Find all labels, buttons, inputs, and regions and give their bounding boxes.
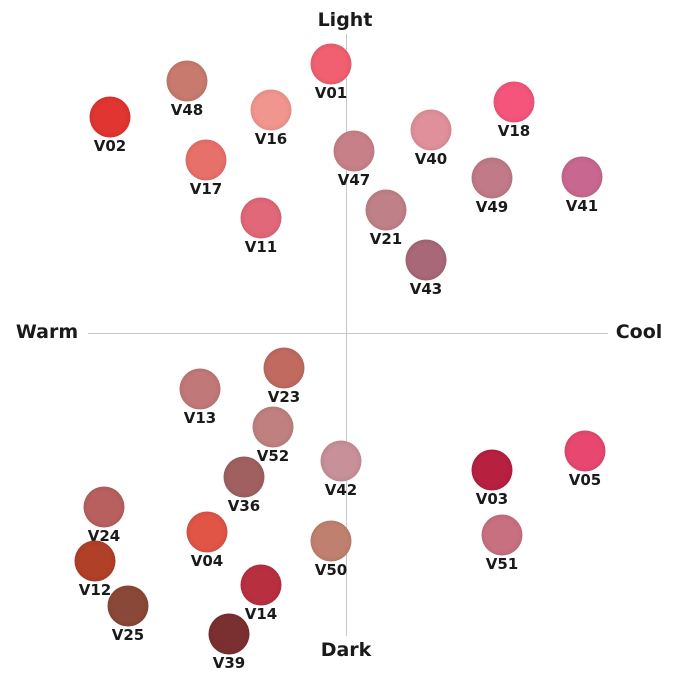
- axis-label-warm: Warm: [15, 321, 79, 343]
- swatch-v25: [107, 585, 149, 627]
- swatch-label: V14: [244, 605, 278, 623]
- swatch-v47: [333, 130, 375, 172]
- swatch-v17: [185, 139, 227, 181]
- swatch-label: V03: [475, 490, 509, 508]
- swatch-v13: [179, 368, 221, 410]
- swatch-label: V39: [212, 654, 246, 672]
- swatch-v43: [405, 239, 447, 281]
- swatch-v01: [310, 43, 352, 85]
- swatch-v48: [166, 60, 208, 102]
- swatch-v39: [208, 613, 250, 655]
- swatch-v05: [564, 430, 606, 472]
- swatch-label: V41: [565, 197, 599, 215]
- swatch-label: V16: [254, 130, 288, 148]
- swatch-label: V01: [314, 84, 348, 102]
- swatch-v12: [74, 540, 116, 582]
- swatch-label: V21: [369, 230, 403, 248]
- swatch-label: V51: [485, 555, 519, 573]
- swatch-v18: [493, 81, 535, 123]
- swatch-label: V05: [568, 471, 602, 489]
- swatch-v50: [310, 520, 352, 562]
- swatch-label: V52: [256, 447, 290, 465]
- swatch-label: V47: [337, 171, 371, 189]
- swatch-v04: [186, 511, 228, 553]
- swatch-v51: [481, 514, 523, 556]
- swatch-label: V04: [190, 552, 224, 570]
- swatch-label: V50: [314, 561, 348, 579]
- swatch-v16: [250, 89, 292, 131]
- vertical-axis-line: [346, 34, 347, 636]
- swatch-v40: [410, 109, 452, 151]
- swatch-label: V36: [227, 497, 261, 515]
- swatch-label: V02: [93, 137, 127, 155]
- swatch-v14: [240, 564, 282, 606]
- swatch-label: V13: [183, 409, 217, 427]
- swatch-label: V48: [170, 101, 204, 119]
- swatch-v21: [365, 189, 407, 231]
- swatch-label: V18: [497, 122, 531, 140]
- swatch-v36: [223, 456, 265, 498]
- swatch-v11: [240, 197, 282, 239]
- swatch-v23: [263, 347, 305, 389]
- swatch-v03: [471, 449, 513, 491]
- axis-label-cool: Cool: [615, 321, 663, 343]
- swatch-v52: [252, 406, 294, 448]
- swatch-v24: [83, 486, 125, 528]
- swatch-label: V40: [414, 150, 448, 168]
- swatch-label: V42: [324, 481, 358, 499]
- swatch-label: V49: [475, 198, 509, 216]
- axis-label-light: Light: [317, 9, 373, 31]
- swatch-v42: [320, 440, 362, 482]
- swatch-label: V12: [78, 581, 112, 599]
- swatch-label: V43: [409, 280, 443, 298]
- swatch-label: V23: [267, 388, 301, 406]
- swatch-v49: [471, 157, 513, 199]
- swatch-label: V17: [189, 180, 223, 198]
- axis-label-dark: Dark: [320, 639, 372, 661]
- horizontal-axis-line: [88, 333, 608, 334]
- swatch-v02: [89, 96, 131, 138]
- swatch-label: V25: [111, 626, 145, 644]
- swatch-label: V11: [244, 238, 278, 256]
- swatch-v41: [561, 156, 603, 198]
